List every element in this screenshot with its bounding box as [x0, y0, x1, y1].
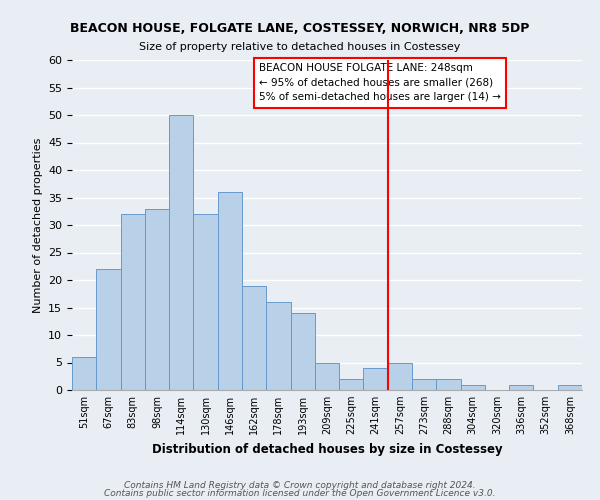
Y-axis label: Number of detached properties: Number of detached properties [32, 138, 43, 312]
Text: Size of property relative to detached houses in Costessey: Size of property relative to detached ho… [139, 42, 461, 52]
Bar [266, 302, 290, 390]
Bar [242, 286, 266, 390]
Bar [315, 362, 339, 390]
Bar [193, 214, 218, 390]
Text: Contains public sector information licensed under the Open Government Licence v3: Contains public sector information licen… [104, 489, 496, 498]
Bar [121, 214, 145, 390]
Bar [412, 379, 436, 390]
Bar [388, 362, 412, 390]
Text: Contains HM Land Registry data © Crown copyright and database right 2024.: Contains HM Land Registry data © Crown c… [124, 480, 476, 490]
Bar [364, 368, 388, 390]
Bar [509, 384, 533, 390]
Text: BEACON HOUSE FOLGATE LANE: 248sqm
← 95% of detached houses are smaller (268)
5% : BEACON HOUSE FOLGATE LANE: 248sqm ← 95% … [259, 62, 501, 102]
Bar [169, 115, 193, 390]
Bar [339, 379, 364, 390]
Bar [290, 313, 315, 390]
Bar [72, 357, 96, 390]
Bar [145, 208, 169, 390]
Bar [96, 269, 121, 390]
Bar [558, 384, 582, 390]
Text: BEACON HOUSE, FOLGATE LANE, COSTESSEY, NORWICH, NR8 5DP: BEACON HOUSE, FOLGATE LANE, COSTESSEY, N… [70, 22, 530, 36]
X-axis label: Distribution of detached houses by size in Costessey: Distribution of detached houses by size … [152, 442, 502, 456]
Bar [436, 379, 461, 390]
Bar [461, 384, 485, 390]
Bar [218, 192, 242, 390]
